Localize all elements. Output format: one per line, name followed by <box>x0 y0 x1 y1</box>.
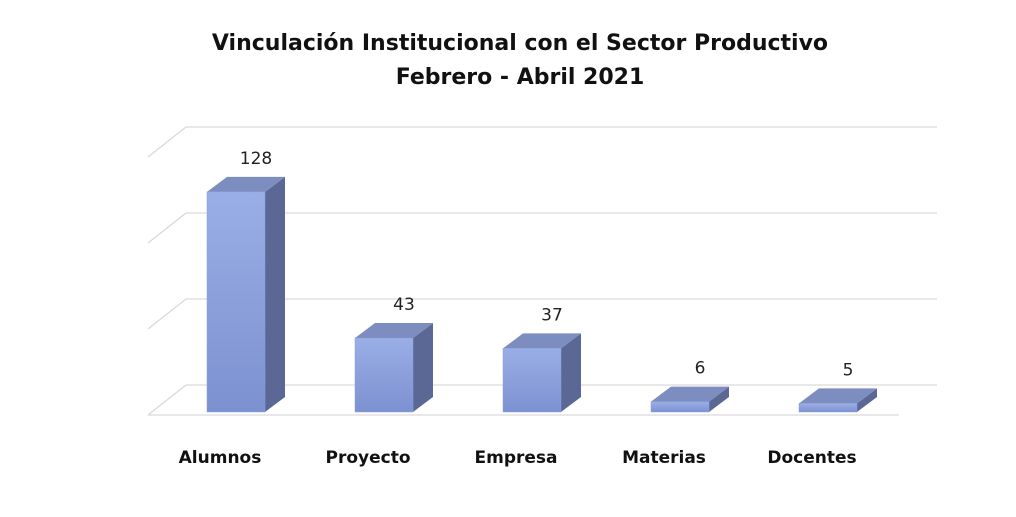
bar-top <box>651 386 729 402</box>
data-label: 5 <box>843 360 854 380</box>
bar-front <box>798 403 858 413</box>
x-tick-label: Proyecto <box>325 448 410 468</box>
data-label: 6 <box>695 359 706 379</box>
x-tick-label: Alumnos <box>179 448 262 468</box>
grid-line <box>147 212 937 244</box>
bar-side <box>709 386 729 412</box>
bar <box>502 333 581 413</box>
bar-top <box>799 388 877 404</box>
bar-side <box>857 388 877 412</box>
grid-line <box>147 126 937 158</box>
bar-side <box>265 176 285 412</box>
plot-area: 128 Alumnos 43 Proyecto 37 Empresa 6 Materias 5 D… <box>147 126 937 468</box>
bar-top <box>503 333 581 349</box>
x-tick-label: Empresa <box>475 448 558 468</box>
bar-front <box>650 401 710 413</box>
bar <box>650 386 729 413</box>
bar-top <box>207 176 285 192</box>
bar-side <box>413 323 433 412</box>
chart-subtitle: Febrero - Abril 2021 <box>396 65 645 90</box>
bar <box>798 388 877 413</box>
x-tick-label: Docentes <box>767 448 856 468</box>
bar-front <box>206 191 266 413</box>
bar <box>354 323 433 413</box>
data-label: 43 <box>393 295 415 315</box>
grid-line <box>147 384 937 416</box>
chart-title: Vinculación Institucional con el Sector … <box>212 31 828 56</box>
x-tick-label: Materias <box>622 448 706 468</box>
grid-line <box>147 298 937 330</box>
data-label: 128 <box>240 149 272 169</box>
bar <box>206 176 285 413</box>
data-label: 37 <box>541 305 563 325</box>
bar-side <box>561 333 581 412</box>
bar-top <box>355 323 433 339</box>
bar-front <box>354 337 414 413</box>
bar-front <box>502 348 562 413</box>
